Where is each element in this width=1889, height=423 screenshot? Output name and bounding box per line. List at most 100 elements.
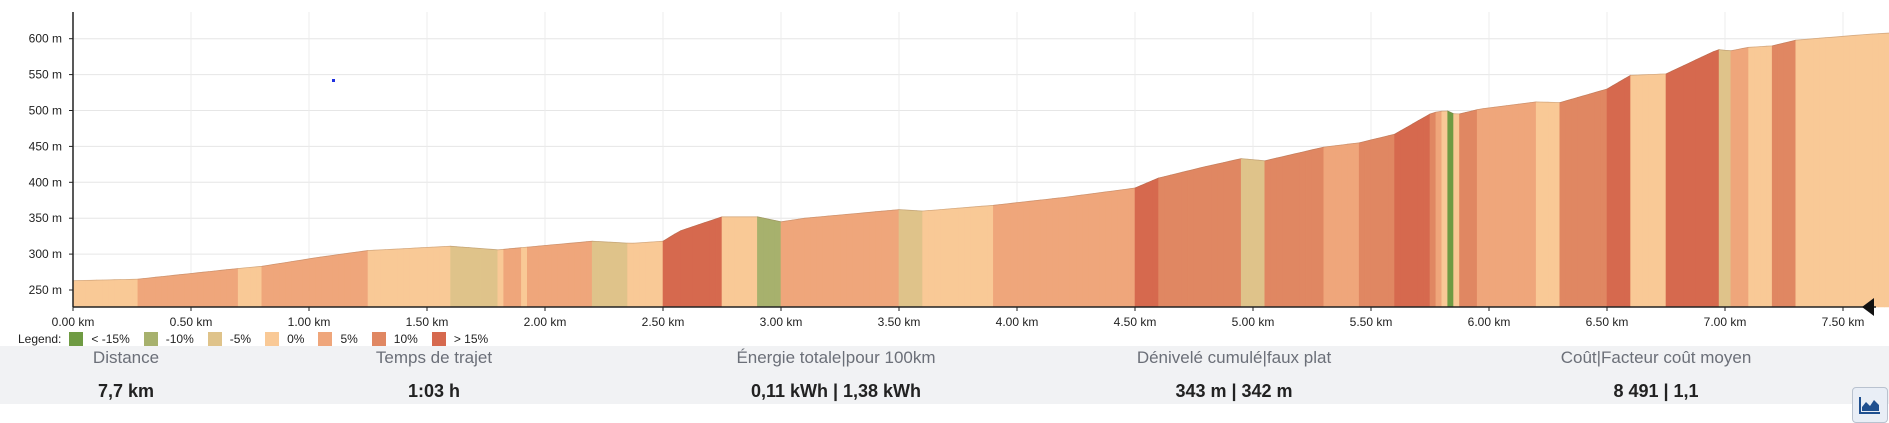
profile-segment[interactable] <box>839 214 847 308</box>
profile-segment[interactable] <box>957 207 965 308</box>
profile-segment[interactable] <box>72 280 80 308</box>
profile-segment[interactable] <box>786 219 794 308</box>
profile-segment[interactable] <box>1270 157 1277 308</box>
profile-segment[interactable] <box>432 246 440 308</box>
profile-segment[interactable] <box>603 241 611 308</box>
profile-segment[interactable] <box>674 230 682 308</box>
profile-segment[interactable] <box>1423 113 1431 308</box>
profile-segment[interactable] <box>981 205 988 308</box>
profile-segment[interactable] <box>521 246 528 308</box>
profile-segment[interactable] <box>1583 93 1590 308</box>
profile-segment[interactable] <box>1400 126 1407 308</box>
profile-segment[interactable] <box>1081 193 1089 308</box>
profile-segment[interactable] <box>656 240 664 308</box>
profile-segment[interactable] <box>1010 202 1018 308</box>
profile-segment[interactable] <box>1795 39 1802 308</box>
profile-segment[interactable] <box>1854 34 1861 308</box>
profile-segment[interactable] <box>290 260 298 308</box>
profile-segment[interactable] <box>1730 49 1738 308</box>
profile-segment[interactable] <box>184 273 192 308</box>
profile-segment[interactable] <box>615 242 623 308</box>
profile-segment[interactable] <box>810 216 817 308</box>
profile-segment[interactable] <box>597 241 605 308</box>
profile-segment[interactable] <box>1105 190 1112 308</box>
profile-segment[interactable] <box>1329 145 1336 308</box>
profile-segment[interactable] <box>515 247 522 308</box>
profile-segment[interactable] <box>1087 193 1094 308</box>
profile-segment[interactable] <box>1636 74 1643 308</box>
profile-segment[interactable] <box>1117 189 1124 308</box>
profile-segment[interactable] <box>1783 41 1791 308</box>
profile-segment[interactable] <box>467 247 475 308</box>
profile-segment[interactable] <box>928 209 935 308</box>
profile-segment[interactable] <box>898 209 906 308</box>
chart-type-button[interactable] <box>1852 387 1888 423</box>
profile-segment[interactable] <box>1028 200 1035 308</box>
profile-segment[interactable] <box>662 237 670 308</box>
profile-segment[interactable] <box>1205 164 1212 308</box>
profile-segment[interactable] <box>1842 35 1850 308</box>
profile-segment[interactable] <box>1653 73 1661 308</box>
profile-segment[interactable] <box>1406 123 1413 308</box>
profile-segment[interactable] <box>102 279 109 308</box>
profile-segment[interactable] <box>296 259 304 308</box>
profile-segment[interactable] <box>1872 33 1879 308</box>
profile-segment[interactable] <box>220 269 227 308</box>
profile-segment[interactable] <box>255 265 263 308</box>
profile-segment[interactable] <box>344 252 351 308</box>
profile-segment[interactable] <box>939 208 947 308</box>
profile-segment[interactable] <box>1565 98 1572 308</box>
profile-segment[interactable] <box>420 247 428 308</box>
profile-segment[interactable] <box>1630 74 1637 308</box>
profile-segment[interactable] <box>1830 36 1838 308</box>
profile-segment[interactable] <box>1801 38 1808 308</box>
profile-segment[interactable] <box>497 248 505 308</box>
profile-segment[interactable] <box>1500 105 1507 308</box>
profile-segment[interactable] <box>373 249 381 308</box>
elevation-chart[interactable]: 250 m 300 m 350 m 400 m 450 m 500 m 550 m 600 m… <box>0 0 1889 346</box>
profile-segment[interactable] <box>556 243 564 308</box>
profile-segment[interactable] <box>892 209 900 308</box>
profile-segment[interactable] <box>639 242 646 308</box>
profile-segment[interactable] <box>1288 153 1295 308</box>
profile-segment[interactable] <box>273 263 280 308</box>
profile-segment[interactable] <box>1518 103 1525 308</box>
profile-segment[interactable] <box>78 280 86 308</box>
profile-segment[interactable] <box>550 244 558 308</box>
profile-segment[interactable] <box>1553 102 1561 308</box>
profile-segment[interactable] <box>1789 39 1797 308</box>
profile-segment[interactable] <box>1648 74 1655 308</box>
profile-segment[interactable] <box>332 254 339 308</box>
profile-segment[interactable] <box>1417 116 1425 308</box>
profile-segment[interactable] <box>975 205 982 308</box>
profile-segment[interactable] <box>125 278 133 308</box>
profile-segment[interactable] <box>503 248 510 308</box>
profile-segment[interactable] <box>143 277 150 308</box>
profile-segment[interactable] <box>1058 197 1065 308</box>
profile-segment[interactable] <box>1447 110 1454 308</box>
profile-segment[interactable] <box>1724 49 1732 308</box>
profile-segment[interactable] <box>1600 88 1608 308</box>
profile-segment[interactable] <box>1677 65 1684 308</box>
profile-segment[interactable] <box>680 228 687 308</box>
profile-segment[interactable] <box>1683 62 1690 308</box>
profile-segment[interactable] <box>338 253 345 308</box>
profile-segment[interactable] <box>668 233 676 308</box>
profile-segment[interactable] <box>1742 46 1749 308</box>
profile-segment[interactable] <box>1181 170 1189 308</box>
profile-segment[interactable] <box>1382 135 1389 308</box>
profile-segment[interactable] <box>633 242 640 308</box>
profile-segment[interactable] <box>1294 152 1301 308</box>
profile-segment[interactable] <box>1535 101 1543 308</box>
profile-segment[interactable] <box>167 274 174 308</box>
profile-segment[interactable] <box>1093 192 1100 308</box>
profile-segment[interactable] <box>96 279 103 308</box>
profile-segment[interactable] <box>1152 177 1159 308</box>
profile-segment[interactable] <box>721 216 729 308</box>
profile-segment[interactable] <box>1825 36 1832 308</box>
profile-segment[interactable] <box>1052 197 1059 308</box>
profile-segment[interactable] <box>1394 130 1401 308</box>
profile-segment[interactable] <box>1176 171 1183 308</box>
profile-segment[interactable] <box>1494 106 1502 308</box>
profile-segment[interactable] <box>1034 199 1041 308</box>
